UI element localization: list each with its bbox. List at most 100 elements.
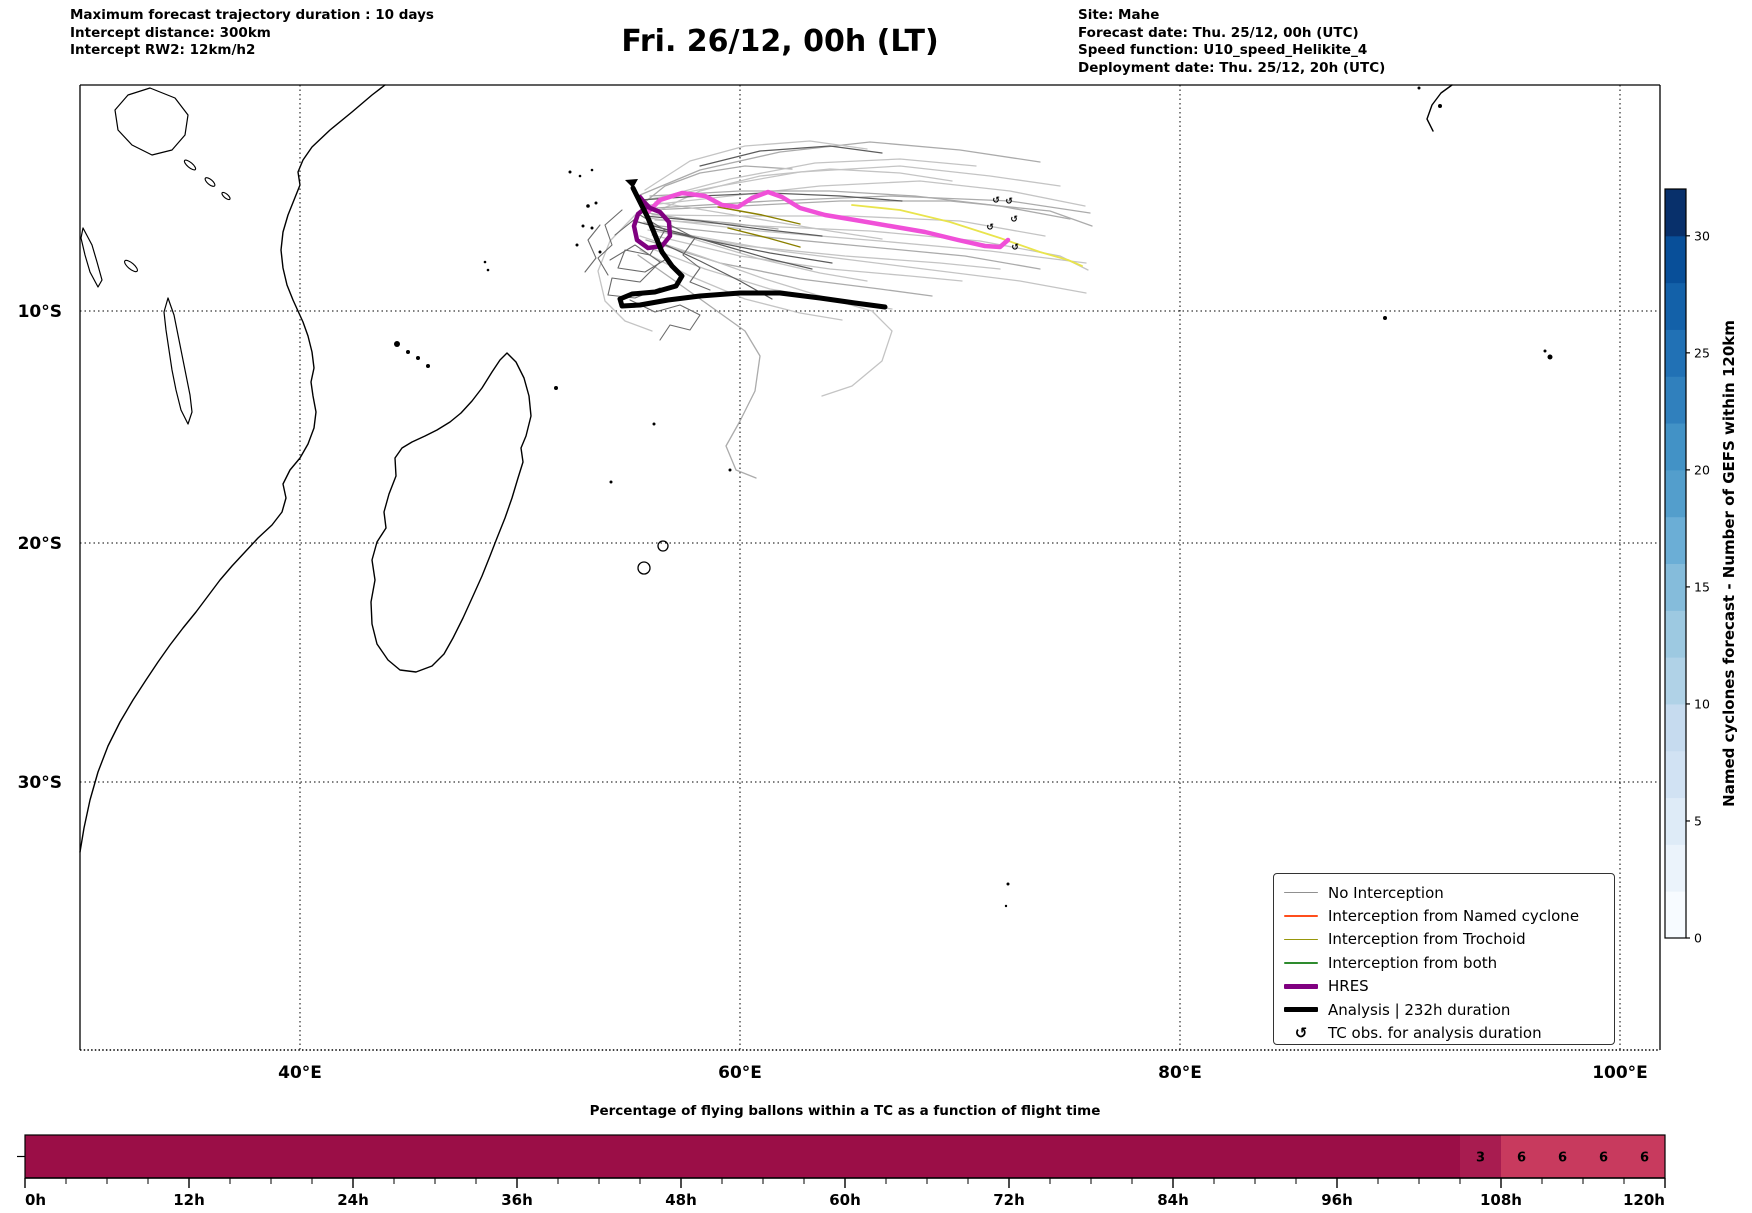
colorbar-segment xyxy=(1665,516,1686,564)
legend-line-sample xyxy=(1284,962,1318,964)
island-dot xyxy=(554,386,558,390)
small-lake xyxy=(221,191,231,201)
island-outline xyxy=(637,561,651,575)
bottom-x-tick-label: 60h xyxy=(829,1191,861,1209)
trajectory-cluster-scribble xyxy=(669,224,711,291)
colorbar-segment xyxy=(1665,797,1686,845)
bar-segment-value: 6 xyxy=(1558,1151,1567,1166)
trajectory-no-interception xyxy=(649,180,1086,207)
trajectory-no-interception xyxy=(655,195,1091,214)
island-dot xyxy=(1438,104,1442,108)
legend-item-6: ↺ TC obs. for analysis duration xyxy=(1284,1021,1614,1044)
trajectory-no-interception xyxy=(647,229,1001,270)
forecast-date-line: Forecast date: Thu. 25/12, 00h (UTC) xyxy=(1078,24,1359,41)
colorbar-segment xyxy=(1665,282,1686,330)
tc-obs-marker: ↺ xyxy=(986,223,994,233)
tc-obs-marker: ↺ xyxy=(992,196,1000,206)
island-dot xyxy=(483,260,487,264)
legend-line-sample xyxy=(1284,938,1318,941)
run-info-block: Site: Mahe Forecast date: Thu. 25/12, 00… xyxy=(1078,7,1385,77)
bar-segment-value: 6 xyxy=(1599,1151,1608,1166)
trajectory-no-interception xyxy=(649,224,1041,270)
y-tick-label: 10°S xyxy=(18,302,62,322)
colorbar-segment xyxy=(1665,376,1686,424)
bottom-x-tick-label: 72h xyxy=(993,1191,1025,1209)
island-dot xyxy=(1383,316,1387,320)
colorbar-segment xyxy=(1665,189,1686,237)
bottom-chart-title: Percentage of flying ballons within a TC… xyxy=(589,1103,1101,1119)
x-tick-label: 100°E xyxy=(1592,1063,1648,1083)
legend-label: HRES xyxy=(1328,977,1369,996)
bottom-x-tick-label: 0h xyxy=(25,1191,46,1209)
tc-obs-legend-icon: ↺ xyxy=(1294,1023,1308,1042)
island-dot xyxy=(609,480,613,484)
island-dot xyxy=(1004,904,1008,908)
colorbar-segment xyxy=(1665,657,1686,705)
lake-victoria xyxy=(114,87,189,156)
colorbar-tick-label: 0 xyxy=(1694,931,1702,946)
island-dot xyxy=(1547,354,1553,360)
figure-title: Fri. 26/12, 00h (LT) xyxy=(621,24,939,59)
trajectory-no-interception xyxy=(637,254,761,479)
trajectory-no-interception xyxy=(659,229,1087,294)
trajectory-no-interception xyxy=(649,190,1071,220)
trajectory-cluster-scribble xyxy=(597,209,623,276)
legend-label: Interception from both xyxy=(1328,953,1498,972)
hres-track xyxy=(631,194,673,251)
colorbar-segment xyxy=(1665,235,1686,284)
tc-obs-marker: ↺ xyxy=(1011,243,1019,253)
param-line-1: Maximum forecast trajectory duration : 1… xyxy=(70,7,434,23)
trajectory-no-interception xyxy=(597,214,653,332)
island-dot xyxy=(652,422,656,426)
tc-obs-marker: ↺ xyxy=(1010,215,1018,225)
named-cyclone-track xyxy=(645,189,1011,250)
island-dot xyxy=(394,341,400,347)
legend-label: No Interception xyxy=(1328,883,1444,902)
island-dot xyxy=(416,356,420,360)
trajectory-dark xyxy=(637,221,813,270)
island-dot xyxy=(586,204,590,208)
small-lake xyxy=(124,259,138,273)
flight-time-bar-segment xyxy=(1583,1135,1624,1178)
bottom-x-tick-label: 36h xyxy=(501,1191,533,1209)
colorbar-segment xyxy=(1665,610,1686,658)
small-lake xyxy=(183,159,197,171)
trajectory-dark xyxy=(699,145,883,167)
island-dot xyxy=(1006,882,1010,886)
flight-time-bar-segment xyxy=(25,1135,1460,1178)
colorbar-segment xyxy=(1665,329,1686,377)
colorbar-tick-label: 10 xyxy=(1694,696,1710,711)
tc-obs-marker: ↺ xyxy=(1005,197,1013,207)
trajectory-no-interception xyxy=(644,140,868,191)
y-tick-label: 20°S xyxy=(18,534,62,554)
island-dot xyxy=(594,201,598,205)
trajectory-no-interception xyxy=(657,158,977,199)
bottom-x-tick-label: 12h xyxy=(173,1191,205,1209)
trajectory-no-interception xyxy=(639,235,893,397)
colorbar-segment xyxy=(1665,469,1686,518)
legend-label: Interception from Trochoid xyxy=(1328,930,1526,949)
bottom-x-tick-label: 96h xyxy=(1321,1191,1353,1209)
legend-label: TC obs. for analysis duration xyxy=(1328,1024,1542,1043)
x-tick-label: 40°E xyxy=(278,1063,322,1083)
trajectory-trochoid-interception xyxy=(727,227,801,248)
colorbar-tick-label: 20 xyxy=(1694,462,1710,477)
colorbar-tick-label: 5 xyxy=(1694,813,1702,828)
legend-label: Interception from Named cyclone xyxy=(1328,907,1580,926)
legend-line-sample xyxy=(1284,1007,1318,1012)
legend-item-0: No Interception xyxy=(1284,881,1614,904)
param-line-3: Intercept RW2: 12km/h2 xyxy=(70,42,256,58)
island-dot xyxy=(1417,86,1421,90)
colorbar-segment xyxy=(1665,891,1686,939)
trajectory-yellow xyxy=(851,204,1083,267)
trajectory-no-interception xyxy=(645,239,933,297)
bottom-x-tick-label: 48h xyxy=(665,1191,697,1209)
colorbar-tick-label: 25 xyxy=(1694,345,1710,360)
trajectory-no-interception xyxy=(639,165,793,207)
bottom-x-tick-label: 108h xyxy=(1480,1191,1522,1209)
params-block: Maximum forecast trajectory duration : 1… xyxy=(70,7,434,60)
bar-segment-value: 6 xyxy=(1640,1151,1649,1166)
trajectory-dark xyxy=(654,239,773,300)
